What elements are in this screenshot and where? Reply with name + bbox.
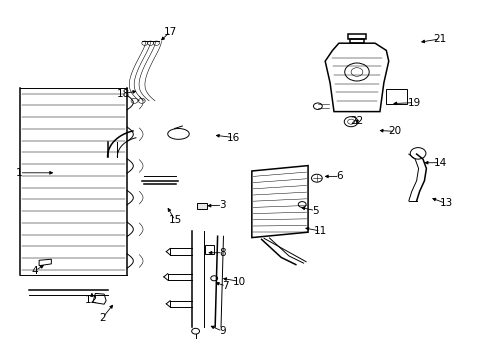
Bar: [205, 245, 214, 254]
Bar: [347, 34, 365, 39]
Text: 13: 13: [438, 198, 452, 208]
Text: 18: 18: [116, 89, 130, 99]
Text: 10: 10: [233, 276, 245, 287]
Text: 22: 22: [349, 116, 363, 126]
Text: 9: 9: [219, 326, 225, 336]
Text: 16: 16: [226, 132, 240, 143]
Text: 12: 12: [85, 294, 99, 305]
Text: 15: 15: [168, 215, 182, 225]
Bar: [349, 39, 364, 43]
Text: 11: 11: [313, 226, 327, 236]
Text: 20: 20: [388, 126, 401, 136]
Bar: [196, 203, 207, 209]
Text: 17: 17: [163, 27, 177, 37]
Text: 19: 19: [407, 98, 421, 108]
Text: 5: 5: [311, 206, 318, 216]
Text: 2: 2: [99, 312, 106, 323]
Text: 8: 8: [219, 248, 226, 258]
Text: 14: 14: [432, 158, 446, 168]
Text: 7: 7: [222, 281, 229, 291]
Text: 21: 21: [432, 34, 446, 44]
Text: 6: 6: [336, 171, 343, 181]
Text: 3: 3: [219, 200, 225, 210]
Text: 4: 4: [32, 266, 39, 276]
Text: 1: 1: [16, 168, 23, 178]
Bar: [386, 89, 406, 104]
